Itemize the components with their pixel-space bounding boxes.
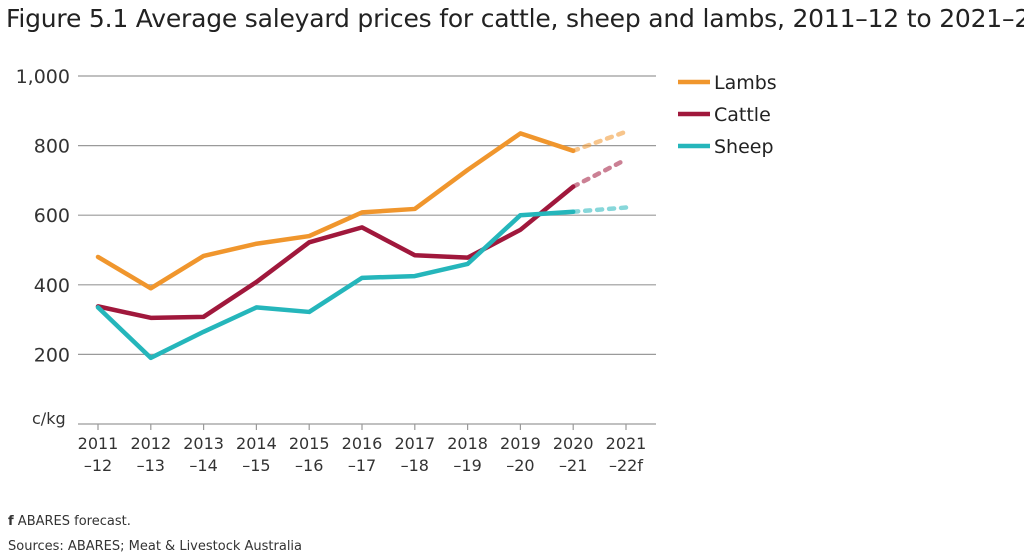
line-chart: 200 400 600 800 1,000 c/kg 2011 –12 2012 –13 2013… (16, 66, 777, 475)
series-forecast-lambs (570, 129, 629, 154)
x-tick-label-suffix: –22f (609, 456, 643, 475)
x-tick-label-year: 2011 (78, 434, 119, 453)
x-tick-label-year: 2012 (130, 434, 171, 453)
x-axis: 2011–122012–132013–142014–152015–162016–… (78, 423, 656, 475)
forecast-footnote: f ABARES forecast. (8, 514, 131, 529)
series-line-lambs (95, 131, 576, 291)
x-tick-label-suffix: –18 (401, 456, 429, 475)
x-tick-label-year: 2021 (606, 434, 647, 453)
y-tick-label: 600 (34, 205, 70, 227)
legend-label-cattle: Cattle (714, 104, 771, 126)
y-tick-label: 200 (34, 344, 70, 366)
chart-title: Figure 5.1 Average saleyard prices for c… (6, 4, 1024, 33)
y-axis: 200 400 600 800 1,000 c/kg (16, 66, 70, 428)
x-tick-label-suffix: –17 (348, 456, 376, 475)
x-tick-label-year: 2016 (342, 434, 383, 453)
y-tick-label: 400 (34, 275, 70, 297)
series-forecast-sheep (570, 205, 629, 214)
y-tick-label: 800 (34, 136, 70, 158)
x-tick-label-suffix: –19 (453, 456, 481, 475)
footnote-marker: f (8, 514, 14, 529)
x-tick-label-suffix: –20 (506, 456, 534, 475)
footnote-text: ABARES forecast. (17, 514, 131, 529)
legend-label-sheep: Sheep (714, 136, 774, 158)
series-line-sheep (95, 209, 576, 361)
y-tick-label: 1,000 (16, 66, 70, 88)
series-lines (95, 129, 629, 361)
legend: Lambs Cattle Sheep (678, 72, 777, 158)
sources-note: Sources: ABARES; Meat & Livestock Austra… (8, 539, 303, 554)
x-tick-label-suffix: –15 (242, 456, 270, 475)
y-axis-label: c/kg (32, 409, 66, 428)
series-line-cattle (95, 184, 576, 321)
x-tick-label-year: 2015 (289, 434, 330, 453)
gridlines (78, 75, 656, 355)
x-tick-label-year: 2018 (447, 434, 488, 453)
x-tick-label-year: 2013 (183, 434, 224, 453)
x-tick-label-suffix: –21 (559, 456, 587, 475)
series-forecast-cattle (570, 157, 629, 189)
x-tick-label-suffix: –14 (189, 456, 217, 475)
x-tick-label-suffix: –13 (137, 456, 165, 475)
x-tick-label-suffix: –12 (84, 456, 112, 475)
x-tick-label-year: 2019 (500, 434, 541, 453)
x-tick-label-year: 2020 (553, 434, 594, 453)
legend-label-lambs: Lambs (714, 72, 777, 94)
x-tick-label-year: 2017 (394, 434, 435, 453)
x-tick-label-year: 2014 (236, 434, 277, 453)
x-tick-label-suffix: –16 (295, 456, 323, 475)
